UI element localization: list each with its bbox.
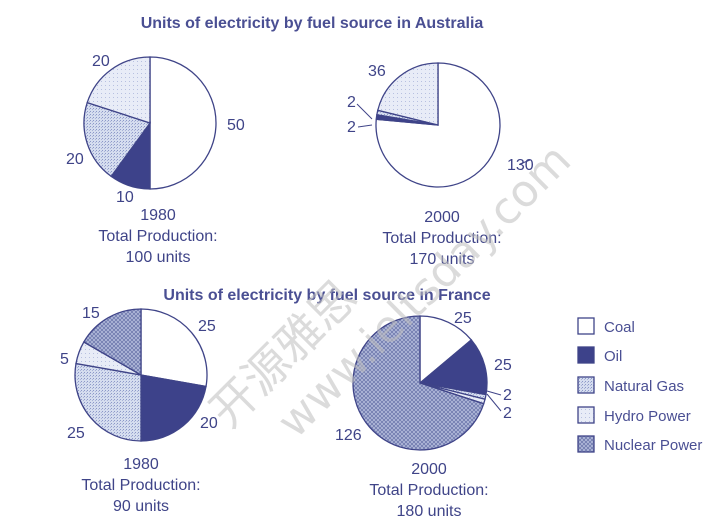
- pie-slice-coal: [149, 56, 217, 190]
- leader-line: [486, 393, 502, 412]
- caption-total-label: Total Production:: [382, 230, 501, 247]
- legend-swatch-natural-gas: [577, 376, 595, 394]
- legend-label-oil: Oil: [604, 348, 622, 365]
- pie-slice-nuclear-power: [352, 315, 485, 451]
- caption-australia-2000: 2000 Total Production: 170 units: [382, 209, 501, 268]
- value-label-hydro-power: 36: [368, 63, 386, 80]
- leader-line: [486, 390, 502, 396]
- caption-total-label: Total Production:: [98, 228, 217, 245]
- value-label-coal: 50: [227, 117, 245, 134]
- value-label-hydro-power: 2: [503, 405, 512, 422]
- australia-title: Units of electricity by fuel source in A…: [141, 15, 484, 32]
- pie-slice-nuclear-power: [82, 308, 142, 377]
- caption-total-label: Total Production:: [81, 477, 200, 494]
- pie-slice-coal: [140, 308, 208, 388]
- value-label-natural-gas: 20: [66, 151, 84, 168]
- value-label-oil: 20: [200, 415, 218, 432]
- pie-slice-natural-gas: [83, 101, 152, 178]
- leader-line: [519, 159, 531, 165]
- pie-slice-oil: [140, 374, 207, 442]
- value-label-natural-gas: 25: [67, 425, 85, 442]
- value-label-hydro-power: 5: [60, 351, 69, 368]
- value-label-coal: 25: [454, 310, 472, 327]
- legend-swatch-nuclear-power: [577, 435, 595, 453]
- caption-total-value: 100 units: [126, 249, 191, 266]
- value-label-natural-gas: 2: [503, 387, 512, 404]
- legend-swatch-coal: [577, 317, 595, 335]
- caption-total-value: 90 units: [113, 498, 169, 515]
- leader-line: [357, 124, 373, 128]
- pie-slice-hydro-power: [86, 56, 151, 124]
- caption-france-2000: 2000 Total Production: 180 units: [369, 461, 488, 520]
- pie-slice-hydro-power: [376, 62, 439, 126]
- value-label-natural-gas: 2: [347, 94, 356, 111]
- value-label-coal: 25: [198, 318, 216, 335]
- caption-australia-1980: 1980 Total Production: 100 units: [98, 207, 217, 266]
- caption-total-value: 180 units: [397, 503, 462, 520]
- pie-slice-natural-gas: [74, 362, 142, 442]
- legend-label-nuclear-power: Nuclear Power: [604, 437, 702, 454]
- caption-year: 1980: [123, 456, 159, 473]
- legend-swatch-oil: [577, 346, 595, 364]
- caption-year: 2000: [411, 461, 447, 478]
- france-title: Units of electricity by fuel source in F…: [163, 287, 490, 304]
- value-label-oil: 10: [116, 189, 134, 206]
- leader-lines: [356, 103, 531, 412]
- value-label-oil: 2: [347, 119, 356, 136]
- pie-australia-2000: [375, 62, 501, 188]
- caption-total-label: Total Production:: [369, 482, 488, 499]
- value-labels: 50 10 20 20 130 2 2 36 25 20 25 5 15 25 …: [60, 53, 534, 444]
- value-label-nuclear-power: 15: [82, 305, 100, 322]
- pie-france-2000: [352, 315, 488, 451]
- caption-year: 1980: [140, 207, 176, 224]
- value-label-hydro-power: 20: [92, 53, 110, 70]
- caption-year: 2000: [424, 209, 460, 226]
- pie-slice-coal: [419, 315, 473, 385]
- pie-slice-oil: [418, 339, 488, 396]
- pie-slice-coal: [375, 62, 501, 188]
- value-label-nuclear-power: 126: [335, 427, 362, 444]
- legend-label-coal: Coal: [604, 319, 635, 336]
- legend-label-hydro-power: Hydro Power: [604, 408, 691, 425]
- leader-line: [356, 103, 373, 120]
- pie-france-1980: [74, 308, 208, 442]
- pie-australia-1980: [83, 56, 217, 190]
- legend-label-natural-gas: Natural Gas: [604, 378, 684, 395]
- legend: Coal Oil Natural Gas Hydro Power Nuclear…: [577, 317, 702, 454]
- caption-france-1980: 1980 Total Production: 90 units: [81, 456, 200, 515]
- caption-total-value: 170 units: [410, 251, 475, 268]
- legend-swatch-hydro-power: [577, 406, 595, 424]
- value-label-oil: 25: [494, 357, 512, 374]
